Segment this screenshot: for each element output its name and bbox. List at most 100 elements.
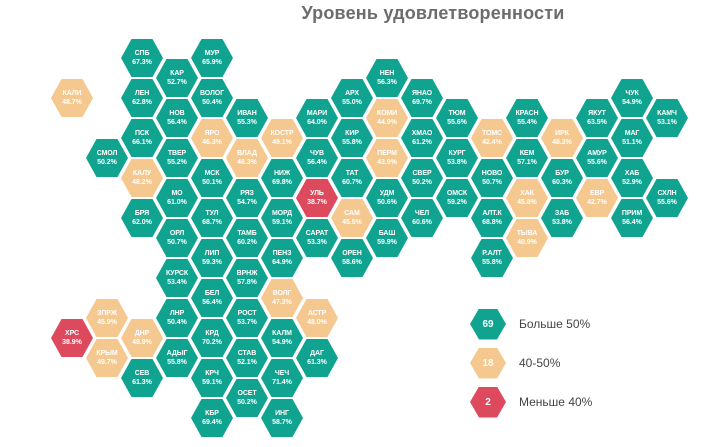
region-hex[interactable]: ЛИП 59.3%: [191, 239, 233, 277]
region-value: 56.4%: [167, 119, 187, 126]
region-hex[interactable]: ЗАБ 53.8%: [541, 199, 583, 237]
region-hex[interactable]: МАГ 51.1%: [611, 119, 653, 157]
region-value: 48.9%: [132, 339, 152, 346]
region-hex[interactable]: КАМЧ 53.1%: [646, 99, 688, 137]
region-hex[interactable]: ЗПРЖ 45.9%: [86, 299, 128, 337]
region-hex[interactable]: КРЫМ 49.7%: [86, 339, 128, 377]
region-hex[interactable]: ОСЕТ 50.2%: [226, 379, 268, 417]
region-hex[interactable]: АЛТ.К 68.8%: [471, 199, 513, 237]
region-hex[interactable]: ОРЕН 58.6%: [331, 239, 373, 277]
region-hex[interactable]: ЯКУТ 63.5%: [576, 99, 618, 137]
region-hex[interactable]: НЕН 56.3%: [366, 59, 408, 97]
region-hex[interactable]: ХАБ 52.9%: [611, 159, 653, 197]
region-hex[interactable]: ХРС 38.9%: [51, 319, 93, 357]
region-hex[interactable]: ЧЕЧ 71.4%: [261, 359, 303, 397]
region-hex[interactable]: КУРГ 53.8%: [436, 139, 478, 177]
legend-item-mid[interactable]: 18 40-50%: [470, 347, 592, 379]
region-hex[interactable]: ТВЕР 55.2%: [156, 139, 198, 177]
region-hex[interactable]: КОСТР 49.1%: [261, 119, 303, 157]
region-hex[interactable]: КРАСН 55.4%: [506, 99, 548, 137]
region-hex[interactable]: ХМАО 61.2%: [401, 119, 443, 157]
region-hex[interactable]: КУРСК 53.4%: [156, 259, 198, 297]
region-hex[interactable]: МАРИ 64.0%: [296, 99, 338, 137]
region-hex[interactable]: КИР 55.8%: [331, 119, 373, 157]
region-hex[interactable]: ПРИМ 56.4%: [611, 199, 653, 237]
region-hex[interactable]: ВОЛОГ 50.4%: [191, 79, 233, 117]
region-value: 61.2%: [412, 139, 432, 146]
region-hex[interactable]: МСК 50.1%: [191, 159, 233, 197]
region-hex[interactable]: КАР 52.7%: [156, 59, 198, 97]
region-hex[interactable]: АМУР 55.6%: [576, 139, 618, 177]
region-value: 52.9%: [622, 179, 642, 186]
region-code: НЕН: [379, 70, 395, 77]
region-hex[interactable]: СЕВ 61.3%: [121, 359, 163, 397]
region-hex[interactable]: ЧУВ 56.4%: [296, 139, 338, 177]
region-hex[interactable]: БЕЛ 56.4%: [191, 279, 233, 317]
region-hex[interactable]: ВОЛГ 47.3%: [261, 279, 303, 317]
region-hex[interactable]: ПЕРМ 43.9%: [366, 139, 408, 177]
region-hex[interactable]: МОРД 59.1%: [261, 199, 303, 237]
region-hex[interactable]: ПСК 66.1%: [121, 119, 163, 157]
legend-count-mid: 18: [482, 357, 494, 369]
region-hex[interactable]: НИЖ 69.8%: [261, 159, 303, 197]
region-hex[interactable]: КАЛУ 48.2%: [121, 159, 163, 197]
region-code: ИНГ: [275, 410, 289, 417]
region-hex[interactable]: МО 61.0%: [156, 179, 198, 217]
region-hex[interactable]: ТАТ 60.7%: [331, 159, 373, 197]
region-hex[interactable]: ЛЕН 62.8%: [121, 79, 163, 117]
region-hex[interactable]: НОВ 56.4%: [156, 99, 198, 137]
region-hex[interactable]: ИРК 48.3%: [541, 119, 583, 157]
region-hex[interactable]: ЕВР 42.7%: [576, 179, 618, 217]
region-hex[interactable]: АДЫГ 55.8%: [156, 339, 198, 377]
region-hex[interactable]: САРАТ 53.3%: [296, 219, 338, 257]
region-hex[interactable]: УДМ 50.6%: [366, 179, 408, 217]
region-hex[interactable]: СВЕР 50.2%: [401, 159, 443, 197]
region-hex[interactable]: ЧУК 54.9%: [611, 79, 653, 117]
region-hex[interactable]: ДНР 48.9%: [121, 319, 163, 357]
region-hex[interactable]: РЯЗ 54.7%: [226, 179, 268, 217]
legend-item-low[interactable]: 2 Меньше 40%: [470, 386, 592, 418]
region-hex[interactable]: ОРЛ 50.7%: [156, 219, 198, 257]
region-hex[interactable]: ТОМС 42.4%: [471, 119, 513, 157]
region-hex[interactable]: БРЯ 62.0%: [121, 199, 163, 237]
region-hex[interactable]: ДАГ 61.3%: [296, 339, 338, 377]
region-hex[interactable]: ЯРО 46.3%: [191, 119, 233, 157]
region-hex[interactable]: ПЕНЗ 64.9%: [261, 239, 303, 277]
region-hex[interactable]: ЧЕЛ 60.6%: [401, 199, 443, 237]
region-hex[interactable]: ВЛАД 46.3%: [226, 139, 268, 177]
region-hex[interactable]: СТАВ 52.1%: [226, 339, 268, 377]
region-hex[interactable]: ЯНАО 69.7%: [401, 79, 443, 117]
region-hex[interactable]: КОМИ 44.9%: [366, 99, 408, 137]
region-hex[interactable]: ТЮМ 55.6%: [436, 99, 478, 137]
region-hex[interactable]: БАШ 59.9%: [366, 219, 408, 257]
region-hex[interactable]: СМОЛ 50.2%: [86, 139, 128, 177]
region-hex[interactable]: Р.АЛТ 55.8%: [471, 239, 513, 277]
legend-item-high[interactable]: 69 Больше 50%: [470, 308, 592, 340]
region-hex[interactable]: КЕМ 57.1%: [506, 139, 548, 177]
region-hex[interactable]: АСТР 48.0%: [296, 299, 338, 337]
region-hex[interactable]: ТАМБ 60.2%: [226, 219, 268, 257]
region-hex[interactable]: КАЛМ 54.9%: [261, 319, 303, 357]
region-hex[interactable]: СПБ 67.3%: [121, 39, 163, 77]
region-hex[interactable]: ОМСК 59.2%: [436, 179, 478, 217]
region-hex[interactable]: ЛНР 50.4%: [156, 299, 198, 337]
region-hex[interactable]: КРД 70.2%: [191, 319, 233, 357]
region-hex[interactable]: СХЛН 55.6%: [646, 179, 688, 217]
region-hex[interactable]: МУР 65.9%: [191, 39, 233, 77]
region-hex[interactable]: ХАК 45.8%: [506, 179, 548, 217]
region-hex[interactable]: УЛЬ 38.7%: [296, 179, 338, 217]
region-hex[interactable]: БУР 60.3%: [541, 159, 583, 197]
region-hex[interactable]: КАЛИ 48.7%: [51, 79, 93, 117]
region-hex[interactable]: ИНГ 58.7%: [261, 399, 303, 437]
region-hex[interactable]: КБР 69.4%: [191, 399, 233, 437]
region-hex[interactable]: РОСТ 53.7%: [226, 299, 268, 337]
region-hex[interactable]: ТЫВА 40.9%: [506, 219, 548, 257]
region-hex[interactable]: НОВО 50.7%: [471, 159, 513, 197]
region-hex[interactable]: ТУЛ 68.7%: [191, 199, 233, 237]
region-hex[interactable]: ВРНЖ 57.8%: [226, 259, 268, 297]
region-hex[interactable]: САМ 45.5%: [331, 199, 373, 237]
region-hex[interactable]: КРЧ 59.1%: [191, 359, 233, 397]
region-hex[interactable]: АРХ 55.0%: [331, 79, 373, 117]
legend-label-high: Больше 50%: [519, 317, 591, 331]
region-hex[interactable]: ИВАН 55.3%: [226, 99, 268, 137]
